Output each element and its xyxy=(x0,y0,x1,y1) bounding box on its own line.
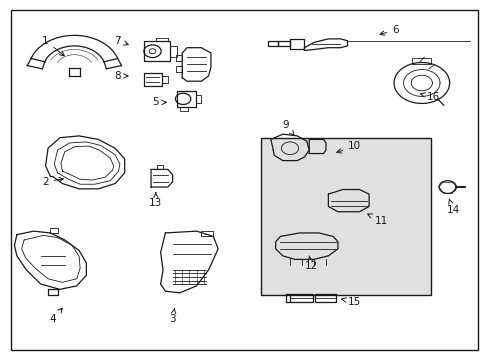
Text: 6: 6 xyxy=(379,25,398,35)
Text: 12: 12 xyxy=(305,256,318,271)
Text: 13: 13 xyxy=(149,192,162,208)
Text: 2: 2 xyxy=(42,177,63,187)
Text: 15: 15 xyxy=(341,297,361,307)
Text: 3: 3 xyxy=(169,309,176,324)
Text: 8: 8 xyxy=(114,71,128,81)
Text: 7: 7 xyxy=(114,36,128,46)
Text: 11: 11 xyxy=(367,214,387,226)
Text: 5: 5 xyxy=(152,98,166,107)
Text: 1: 1 xyxy=(42,36,64,56)
Text: 14: 14 xyxy=(446,199,459,215)
Bar xyxy=(261,138,430,294)
Text: 10: 10 xyxy=(336,141,361,153)
Text: 9: 9 xyxy=(282,120,293,135)
Text: 4: 4 xyxy=(49,308,62,324)
Text: 16: 16 xyxy=(420,92,440,102)
